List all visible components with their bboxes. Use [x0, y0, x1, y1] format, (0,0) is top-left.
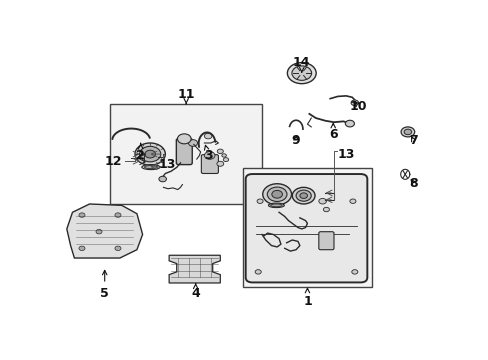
Text: 10: 10	[349, 100, 366, 113]
Bar	[110, 104, 262, 204]
Circle shape	[139, 146, 161, 162]
Ellipse shape	[144, 166, 157, 168]
Polygon shape	[67, 204, 142, 258]
Circle shape	[204, 152, 215, 159]
Text: 11: 11	[177, 88, 195, 104]
Circle shape	[79, 246, 85, 251]
Circle shape	[351, 270, 357, 274]
Text: 14: 14	[292, 56, 310, 72]
Text: 4: 4	[191, 284, 200, 300]
Text: 2: 2	[136, 143, 145, 162]
Circle shape	[403, 129, 411, 135]
Circle shape	[204, 133, 211, 139]
Ellipse shape	[142, 165, 160, 170]
Circle shape	[217, 149, 223, 153]
Circle shape	[271, 190, 282, 198]
Text: 13: 13	[337, 148, 354, 161]
Circle shape	[292, 187, 314, 204]
Circle shape	[323, 207, 329, 212]
FancyBboxPatch shape	[176, 139, 192, 165]
Text: 1: 1	[303, 288, 311, 308]
Text: 8: 8	[408, 177, 417, 190]
Bar	[243, 168, 371, 287]
Circle shape	[135, 143, 165, 165]
Circle shape	[188, 140, 197, 146]
Circle shape	[318, 198, 326, 204]
Circle shape	[291, 66, 311, 80]
Circle shape	[115, 213, 121, 217]
Circle shape	[177, 134, 191, 144]
Circle shape	[262, 184, 291, 205]
Circle shape	[296, 190, 311, 201]
Circle shape	[222, 154, 226, 157]
Circle shape	[257, 199, 263, 203]
Circle shape	[350, 100, 358, 105]
Circle shape	[299, 193, 307, 198]
Circle shape	[223, 158, 228, 162]
Circle shape	[349, 199, 355, 203]
Circle shape	[287, 63, 316, 84]
Circle shape	[267, 187, 286, 202]
Circle shape	[159, 176, 166, 182]
Circle shape	[217, 161, 223, 166]
Text: 12: 12	[104, 155, 122, 168]
Text: 9: 9	[291, 134, 300, 147]
Circle shape	[79, 213, 85, 217]
FancyBboxPatch shape	[245, 174, 366, 283]
Text: 5: 5	[100, 270, 109, 300]
FancyBboxPatch shape	[318, 232, 333, 250]
Ellipse shape	[270, 204, 282, 207]
Text: 7: 7	[408, 134, 417, 147]
Circle shape	[144, 150, 155, 158]
Circle shape	[400, 127, 414, 137]
Text: 6: 6	[328, 123, 337, 141]
FancyBboxPatch shape	[201, 155, 218, 174]
Circle shape	[255, 270, 261, 274]
Text: 13: 13	[159, 158, 176, 171]
Polygon shape	[169, 255, 220, 283]
Text: 3: 3	[203, 145, 212, 162]
Circle shape	[345, 120, 354, 127]
Circle shape	[115, 246, 121, 251]
Circle shape	[96, 229, 102, 234]
Ellipse shape	[268, 203, 284, 208]
